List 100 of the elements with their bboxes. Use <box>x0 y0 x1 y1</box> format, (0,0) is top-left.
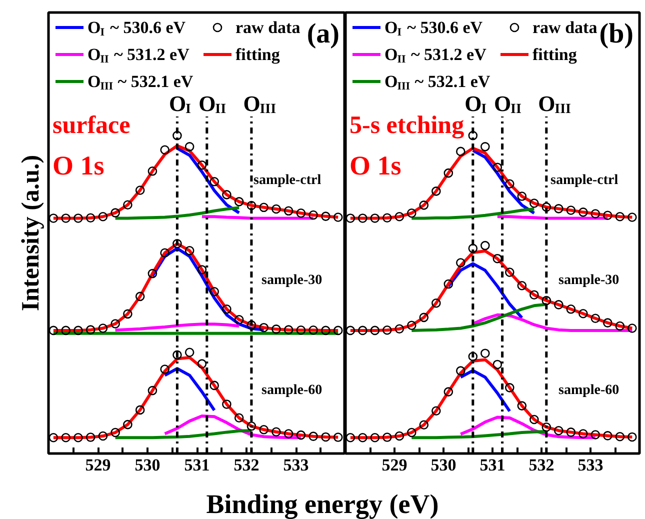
point <box>172 130 182 140</box>
point <box>48 326 58 336</box>
legend-label: fitting <box>532 45 578 64</box>
annotation: O 1s <box>52 150 104 180</box>
point <box>628 324 637 333</box>
point <box>578 308 588 318</box>
x-tick-label: 533 <box>283 456 309 474</box>
point <box>554 204 564 214</box>
point <box>615 432 625 442</box>
point <box>628 212 637 222</box>
point <box>222 304 232 314</box>
point <box>615 321 625 331</box>
point <box>160 364 170 374</box>
point <box>444 168 454 178</box>
point <box>98 212 108 222</box>
point <box>272 324 281 334</box>
annotation: surface <box>52 112 130 139</box>
point <box>284 429 294 438</box>
point <box>246 320 256 330</box>
point <box>517 401 527 410</box>
point <box>86 213 96 223</box>
point <box>530 198 539 208</box>
point <box>603 318 612 328</box>
point <box>61 326 70 336</box>
annotation: sample-30 <box>262 273 322 288</box>
point <box>432 298 441 308</box>
point <box>272 204 281 214</box>
annotation: O 1s <box>350 150 402 180</box>
point <box>135 405 145 415</box>
point <box>407 428 416 438</box>
point <box>48 432 58 442</box>
point <box>590 430 600 440</box>
point <box>382 213 392 223</box>
point <box>542 296 552 306</box>
point <box>172 350 182 360</box>
point <box>98 324 108 333</box>
point <box>98 431 108 441</box>
point <box>184 348 194 358</box>
x-tick-label: 532 <box>234 456 260 474</box>
point <box>456 258 466 268</box>
point <box>259 202 268 212</box>
annotation: sample-60 <box>558 383 620 398</box>
point <box>148 268 158 278</box>
point <box>259 322 268 332</box>
point <box>407 320 416 330</box>
point <box>272 427 281 437</box>
point <box>615 212 625 222</box>
point <box>308 210 318 220</box>
point <box>61 214 70 223</box>
point <box>160 145 170 154</box>
point <box>61 432 70 442</box>
point <box>542 202 552 212</box>
point <box>184 246 194 256</box>
annotation: sample-60 <box>262 383 322 398</box>
x-tick-label: 530 <box>134 456 160 474</box>
point <box>259 425 268 434</box>
point <box>530 290 539 300</box>
point <box>468 352 478 362</box>
point <box>210 177 219 186</box>
point <box>110 319 120 328</box>
chart-title: (a) <box>306 18 340 50</box>
point <box>296 208 306 218</box>
point <box>135 292 145 302</box>
point <box>578 429 588 438</box>
x-tick-label: 532 <box>528 456 554 474</box>
point <box>480 348 490 358</box>
x-tick-label: 531 <box>480 456 506 474</box>
point <box>505 179 514 189</box>
annotation: sample-30 <box>558 273 620 288</box>
point <box>321 212 330 221</box>
point <box>554 300 564 310</box>
point <box>554 426 564 436</box>
point <box>456 146 466 156</box>
point <box>234 315 244 324</box>
x-tick-label: 529 <box>382 456 408 474</box>
point <box>628 432 637 442</box>
point <box>578 208 588 217</box>
point <box>74 432 83 442</box>
point <box>284 325 294 334</box>
point <box>148 166 158 176</box>
x-tick-label: 531 <box>184 456 210 474</box>
annotation: 5-s etching <box>350 112 465 139</box>
point <box>419 200 429 210</box>
point <box>197 160 207 170</box>
point <box>358 214 368 223</box>
point <box>110 208 120 218</box>
point <box>358 326 368 336</box>
point <box>432 186 441 196</box>
y-axis-title: Intensity (a.u.) <box>18 154 44 312</box>
point <box>210 287 219 296</box>
annotation: sample-ctrl <box>254 173 322 188</box>
point <box>492 360 502 370</box>
point <box>346 214 356 223</box>
chart-title: (b) <box>599 18 634 50</box>
point <box>184 142 194 152</box>
point <box>234 197 244 206</box>
point <box>468 244 478 254</box>
point <box>222 190 232 200</box>
point <box>370 214 380 223</box>
point <box>480 240 490 250</box>
